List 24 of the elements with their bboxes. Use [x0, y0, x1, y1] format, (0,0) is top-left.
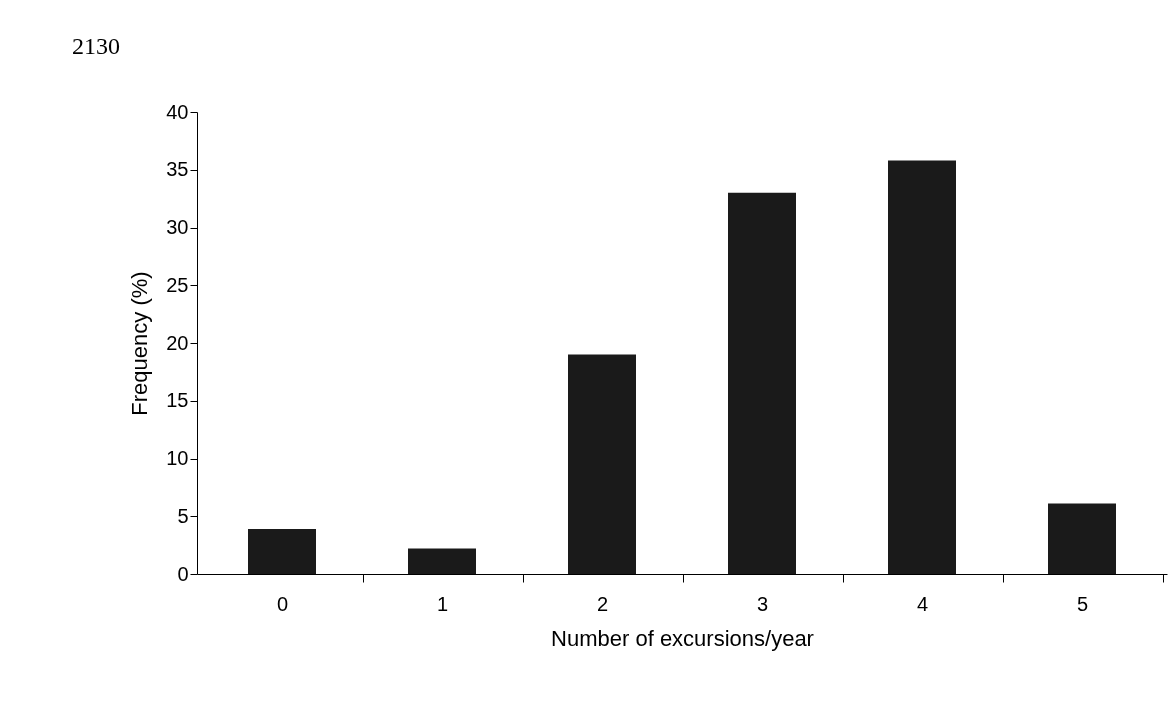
y-tick-label: 10	[166, 447, 189, 469]
x-tick-label: 2	[596, 592, 609, 615]
y-tick-label: 40	[166, 100, 189, 123]
x-tick-label: 4	[916, 592, 929, 615]
x-tick-label: 5	[1076, 592, 1089, 615]
y-tick-label: 30	[166, 216, 189, 238]
bar	[408, 548, 476, 574]
x-tick-label: 0	[276, 592, 289, 615]
bar	[888, 160, 956, 574]
bar	[248, 528, 316, 574]
x-axis-title: Number of excursions/year	[551, 625, 814, 651]
text: 2130	[72, 33, 120, 59]
y-axis-title: Frequency (%)	[127, 271, 153, 416]
x-tick-label: 3	[756, 592, 769, 615]
bar	[568, 354, 636, 574]
y-tick-label: 25	[166, 273, 189, 296]
y-tick-label: 35	[166, 158, 189, 181]
y-tick-label: 0	[177, 562, 189, 585]
x-tick-label: 1	[436, 592, 449, 615]
y-tick-label: 20	[166, 331, 189, 354]
y-tick-label: 15	[166, 389, 189, 412]
bar	[1048, 503, 1116, 574]
y-tick-label: 5	[177, 504, 189, 527]
bar	[728, 192, 796, 574]
